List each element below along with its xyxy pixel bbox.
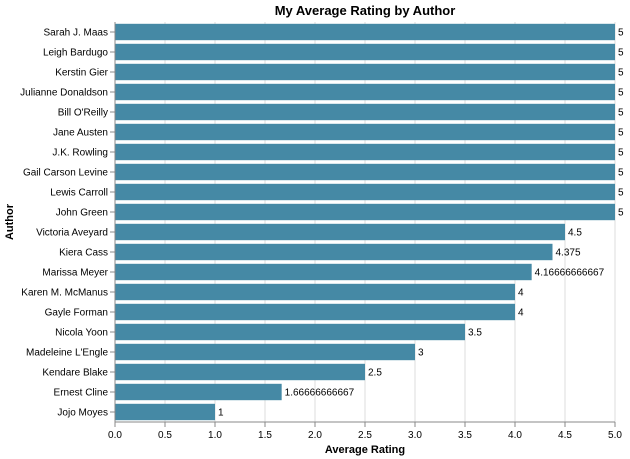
bars — [115, 23, 615, 421]
x-tick-label: 0.0 — [108, 430, 122, 441]
bar — [115, 303, 515, 321]
x-tick-label: 4.0 — [508, 430, 522, 441]
y-tick-label: Victoria Aveyard — [36, 228, 108, 239]
data-label: 2.5 — [368, 368, 382, 379]
y-tick-label: Nicola Yoon — [55, 328, 108, 339]
x-axis-title: Average Rating — [325, 444, 405, 456]
bar — [115, 23, 615, 41]
y-tick-label: Gail Carson Levine — [23, 168, 108, 179]
x-tick-label: 3.0 — [408, 430, 422, 441]
bar — [115, 343, 415, 361]
bar — [115, 43, 615, 61]
bar — [115, 263, 532, 281]
x-tick-label: 5.0 — [608, 430, 622, 441]
y-tick-label: Kerstin Gier — [55, 68, 108, 79]
y-tick-label: Kiera Cass — [59, 248, 108, 259]
data-label: 5 — [618, 148, 624, 159]
data-label: 4 — [518, 288, 524, 299]
bar — [115, 283, 515, 301]
x-tick-label: 0.5 — [158, 430, 172, 441]
y-tick-label: Bill O'Reilly — [58, 108, 108, 119]
bar — [115, 163, 615, 181]
x-tick-label: 3.5 — [458, 430, 472, 441]
y-tick-label: Ernest Cline — [54, 388, 109, 399]
bar — [115, 363, 365, 381]
bar — [115, 403, 215, 421]
y-tick-label: Jane Austen — [53, 128, 108, 139]
data-label: 5 — [618, 88, 624, 99]
x-tick-label: 1.0 — [208, 430, 222, 441]
bar — [115, 223, 565, 241]
x-tick-label: 1.5 — [258, 430, 272, 441]
data-label: 5 — [618, 188, 624, 199]
data-labels: 5 5 5 5 5 5 5 5 5 5 4.5 4.375 4.16666666667 4 4 3.5 3 2.5… — [218, 28, 624, 419]
data-label: 3 — [418, 348, 424, 359]
data-label: 3.5 — [468, 328, 482, 339]
bar — [115, 183, 615, 201]
chart-title: My Average Rating by Author — [275, 3, 456, 18]
y-tick-label: Marissa Meyer — [42, 268, 108, 279]
data-label: 5 — [618, 68, 624, 79]
y-tick-label: Sarah J. Maas — [44, 28, 108, 39]
bar — [115, 143, 615, 161]
data-label: 5 — [618, 108, 624, 119]
data-label: 4.16666666667 — [535, 268, 605, 279]
x-axis: 0.0 0.5 1.0 1.5 2.0 2.5 3.0 3.5 4.0 4.5 5.0 — [108, 421, 622, 441]
grid-lines — [114, 22, 616, 422]
data-label: 1 — [218, 408, 224, 419]
y-tick-label: Julianne Donaldson — [20, 88, 108, 99]
y-tick-label: Karen M. McManus — [21, 288, 108, 299]
data-label: 4 — [518, 308, 524, 319]
data-label: 5 — [618, 48, 624, 59]
bar — [115, 123, 615, 141]
y-tick-label: Gayle Forman — [45, 308, 108, 319]
x-tick-label: 4.5 — [558, 430, 572, 441]
y-tick-label: John Green — [56, 208, 108, 219]
x-tick-label: 2.0 — [308, 430, 322, 441]
data-label: 5 — [618, 28, 624, 39]
y-tick-label: Lewis Carroll — [50, 188, 108, 199]
bar — [115, 103, 615, 121]
data-label: 5 — [618, 128, 624, 139]
bar — [115, 243, 553, 261]
bar — [115, 83, 615, 101]
data-label: 4.5 — [568, 228, 582, 239]
y-axis: Sarah J. Maas Leigh Bardugo Kerstin Gier Ju… — [20, 22, 116, 422]
y-tick-label: Madeleine L'Engle — [26, 348, 108, 359]
x-tick-label: 2.5 — [358, 430, 372, 441]
bar — [115, 63, 615, 81]
y-tick-label: Leigh Bardugo — [43, 48, 108, 59]
bar — [115, 203, 615, 221]
y-axis-title: Author — [4, 203, 16, 240]
data-label: 5 — [618, 168, 624, 179]
y-tick-label: Kendare Blake — [42, 368, 108, 379]
data-label: 5 — [618, 208, 624, 219]
data-label: 4.375 — [556, 248, 581, 259]
y-tick-label: J.K. Rowling — [52, 148, 108, 159]
bar — [115, 323, 465, 341]
data-label: 1.66666666667 — [285, 388, 355, 399]
bar — [115, 383, 282, 401]
y-tick-label: Jojo Moyes — [57, 408, 108, 419]
